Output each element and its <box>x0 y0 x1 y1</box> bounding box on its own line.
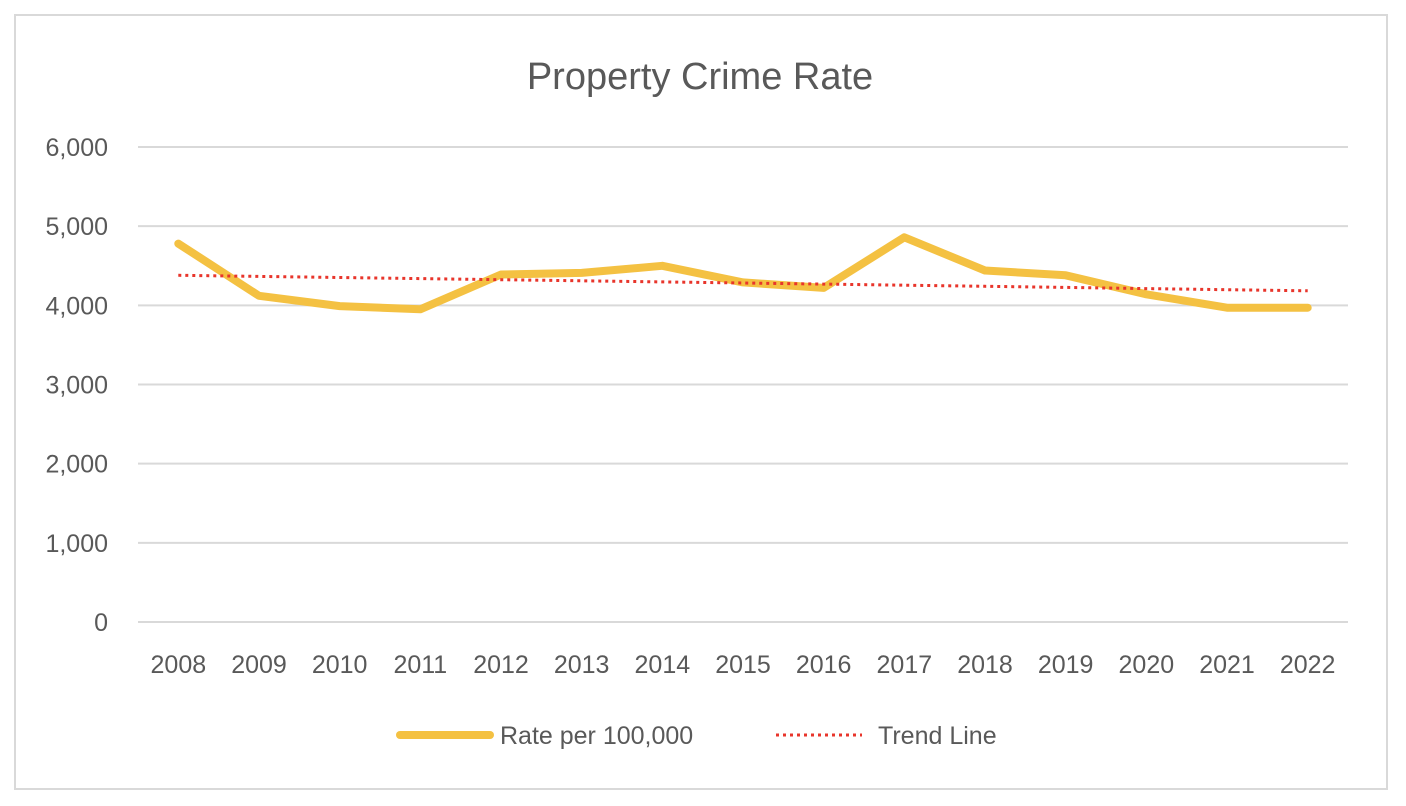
legend: Rate per 100,000 Trend Line <box>396 722 997 750</box>
chart-title: Property Crime Rate <box>527 56 873 98</box>
x-tick-label: 2010 <box>312 651 368 679</box>
x-tick-label: 2014 <box>635 651 691 679</box>
x-tick-label: 2017 <box>877 651 933 679</box>
x-tick-label: 2011 <box>393 651 447 679</box>
x-tick-label: 2022 <box>1280 651 1336 679</box>
y-tick-label: 0 <box>94 609 108 637</box>
x-tick-label: 2015 <box>715 651 771 679</box>
x-tick-label: 2019 <box>1038 651 1094 679</box>
x-tick-label: 2008 <box>151 651 207 679</box>
series-lines <box>174 233 1312 314</box>
chart-frame <box>14 14 1388 790</box>
x-tick-label: 2021 <box>1199 651 1255 679</box>
legend-label-rate: Rate per 100,000 <box>500 722 693 750</box>
x-axis-ticks: 2008 2009 2010 2011 2012 2013 2014 2015 2016 2017… <box>151 651 1336 679</box>
x-tick-label: 2012 <box>473 651 529 679</box>
y-tick-label: 1,000 <box>45 530 108 558</box>
x-tick-label: 2020 <box>1119 651 1175 679</box>
rate-line <box>174 233 1312 314</box>
y-tick-label: 6,000 <box>45 134 108 162</box>
x-tick-label: 2009 <box>231 651 287 679</box>
y-tick-label: 4,000 <box>45 292 108 320</box>
x-tick-label: 2013 <box>554 651 610 679</box>
y-tick-label: 3,000 <box>45 372 108 400</box>
y-tick-label: 2,000 <box>45 451 108 479</box>
gridlines <box>138 146 1348 623</box>
legend-label-trend: Trend Line <box>878 722 997 750</box>
y-axis-ticks: 0 1,000 2,000 3,000 4,000 5,000 6,000 <box>45 134 108 637</box>
x-tick-label: 2016 <box>796 651 852 679</box>
y-tick-label: 5,000 <box>45 213 108 241</box>
x-tick-label: 2018 <box>957 651 1013 679</box>
